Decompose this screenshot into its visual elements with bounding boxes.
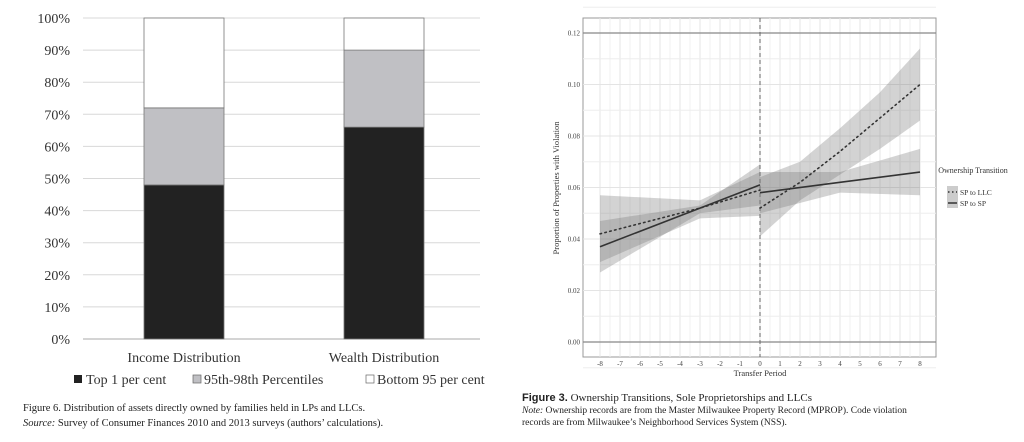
bar-segment (343, 49, 425, 128)
figure-3-title-text: Ownership Transitions, Sole Proprietorsh… (568, 392, 812, 404)
confidence-band (760, 148, 920, 214)
confidence-band (600, 164, 760, 273)
y-tick-label: 100% (37, 12, 70, 27)
confidence-band (760, 48, 920, 237)
legend-label-top1: Top 1 per cent (86, 373, 166, 388)
x-tick-label: -1 (737, 360, 743, 368)
series-line-sp-to-sp (599, 184, 761, 248)
x-tick-label: 3 (818, 360, 822, 368)
x-tick-label: -2 (717, 360, 723, 368)
legend-title: Ownership Transition (938, 166, 1008, 175)
confidence-band (600, 172, 760, 263)
figure-3-note-2: records are from Milwaukee’s Neighborhoo… (522, 417, 787, 428)
bar-segment (143, 107, 225, 186)
x-axis-label: Transfer Period (734, 368, 788, 378)
x-tick-label: -3 (697, 360, 703, 368)
y-tick-label: 0% (51, 333, 70, 348)
bar-segment (343, 17, 425, 51)
bar-chart-y-ticks: 0% 10% 20% 30% 40% 50% 60% 70% 80% 90% 100% (37, 12, 70, 348)
y-tick-label: 10% (44, 301, 70, 316)
y-tick-label: 50% (44, 173, 70, 188)
note-label: Note: (521, 406, 543, 416)
y-tick-label: 60% (44, 140, 70, 155)
series-line-sp-to-llc (599, 189, 761, 235)
legend-label-sp-llc: SP to LLC (960, 188, 992, 197)
bar-segment (343, 126, 425, 340)
line-chart-y-ticks: 0.00 0.02 0.04 0.06 0.08 0.10 0.12 (568, 30, 581, 347)
y-tick-label: 0.04 (568, 236, 581, 244)
x-tick-label: 1 (778, 360, 782, 368)
figure-3-number: Figure 3. (522, 392, 568, 404)
y-tick-label: 70% (44, 108, 70, 123)
figure-6-source: Source: Survey of Consumer Finances 2010… (23, 418, 383, 429)
note-text-1: Ownership records are from the Master Mi… (543, 405, 907, 416)
y-tick-label: 0.02 (568, 287, 581, 295)
x-tick-label: 0 (758, 360, 762, 368)
y-axis-label: Proportion of Properties with Violation (551, 121, 561, 255)
line-chart-gridlines (583, 6, 936, 369)
y-tick-label: 40% (44, 205, 70, 220)
bar-segment (143, 17, 225, 109)
y-tick-label: 20% (44, 269, 70, 284)
line-chart-legend: Ownership Transition SP to LLC SP to SP (938, 166, 1008, 208)
legend-swatch-top1 (74, 375, 82, 383)
x-tick-label: -8 (597, 360, 603, 368)
confidence-bands (600, 48, 920, 273)
source-text: Survey of Consumer Finances 2010 and 201… (55, 418, 383, 429)
x-tick-label: 4 (838, 360, 842, 368)
legend-label-sp-sp: SP to SP (960, 199, 986, 208)
x-tick-label: -4 (677, 360, 683, 368)
series-line-sp-to-sp (759, 171, 921, 194)
bar-chart-legend: Top 1 per cent 95th-98th Percentiles Bot… (74, 373, 485, 388)
legend-swatch-95-98 (192, 374, 202, 384)
y-tick-label: 0.10 (568, 81, 581, 89)
category-label-income: Income Distribution (127, 351, 240, 366)
source-label: Source: (23, 418, 55, 429)
line-chart-series (599, 83, 921, 248)
x-tick-label: 7 (898, 360, 902, 368)
y-tick-label: 30% (44, 237, 70, 252)
figure-3-title: Figure 3. Ownership Transitions, Sole Pr… (522, 392, 812, 404)
x-tick-label: 6 (878, 360, 882, 368)
bar-segment (143, 184, 225, 340)
legend-swatch-bottom95 (365, 374, 375, 384)
x-tick-label: 2 (798, 360, 802, 368)
x-tick-label: -6 (637, 360, 643, 368)
figure-6-caption: Figure 6. Distribution of assets directl… (23, 403, 365, 414)
x-tick-label: -7 (617, 360, 623, 368)
y-tick-label: 80% (44, 76, 70, 91)
series-line-sp-to-llc (759, 83, 921, 209)
y-tick-label: 90% (44, 44, 70, 59)
x-tick-label: 5 (858, 360, 862, 368)
legend-label-95-98: 95th-98th Percentiles (204, 373, 323, 388)
y-tick-label: 0.08 (568, 133, 581, 141)
figure-3-note: Note: Ownership records are from the Mas… (521, 405, 907, 416)
bar-chart-bars (143, 17, 425, 340)
x-tick-label: 8 (918, 360, 922, 368)
x-tick-label: -5 (657, 360, 663, 368)
category-label-wealth: Wealth Distribution (329, 351, 439, 366)
y-tick-label: 0.00 (568, 339, 581, 347)
y-tick-label: 0.12 (568, 30, 581, 38)
y-tick-label: 0.06 (568, 184, 581, 192)
legend-label-bottom95: Bottom 95 per cent (377, 373, 485, 388)
line-chart-x-ticks: -8 -7 -6 -5 -4 -3 -2 -1 0 1 2 3 4 5 6 7 8 (597, 360, 922, 368)
